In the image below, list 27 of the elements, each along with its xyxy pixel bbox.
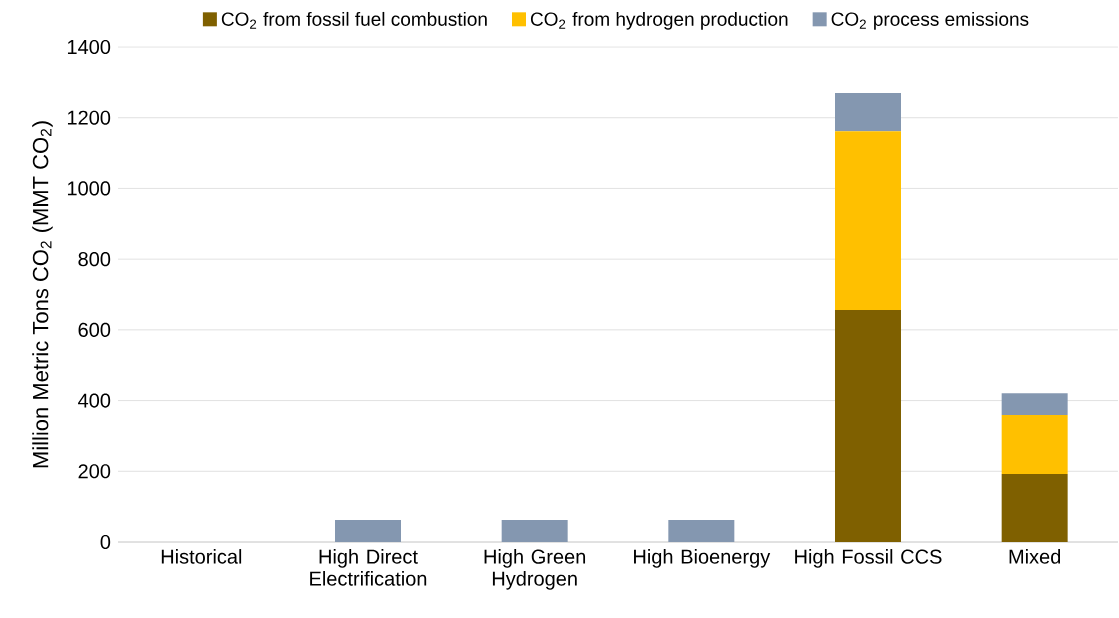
legend-label: CO$_{2}$ from hydrogen production <box>530 11 788 30</box>
legend-label: CO$_{2}$ process emissions <box>831 11 1029 30</box>
x-tick-label: High Bioenergy <box>634 549 771 568</box>
bar <box>668 520 735 542</box>
y-tick-label: 1000 <box>67 181 111 196</box>
bar <box>1001 474 1068 542</box>
y-tick-label: 200 <box>78 464 111 479</box>
y-tick-label: 400 <box>78 393 111 408</box>
bar <box>835 131 901 311</box>
bar <box>335 520 401 542</box>
bar <box>835 310 901 542</box>
bar <box>1001 393 1068 416</box>
y-tick-label: 1200 <box>67 110 111 125</box>
y-tick-label: 800 <box>78 252 111 267</box>
x-tick-label: High Fossil CCS <box>795 549 942 568</box>
x-tick-label: High Direct Electrification <box>310 549 427 586</box>
y-tick-label: 600 <box>78 322 111 337</box>
y-axis-title: Million Metric Tons CO$_{2}$ (MMT CO$_{2}$) <box>32 121 53 468</box>
bar <box>835 92 901 132</box>
x-tick-label: Mixed <box>1009 549 1061 564</box>
y-tick-label: 0 <box>100 534 111 550</box>
legend-label: CO$_{2}$ from fossil fuel combustion <box>221 11 487 29</box>
bar <box>1001 415 1068 475</box>
bar <box>501 520 568 542</box>
x-tick-label: High Green Hydrogen <box>484 549 586 590</box>
y-tick-label: 1400 <box>67 39 111 55</box>
x-tick-label: Historical <box>161 549 242 564</box>
